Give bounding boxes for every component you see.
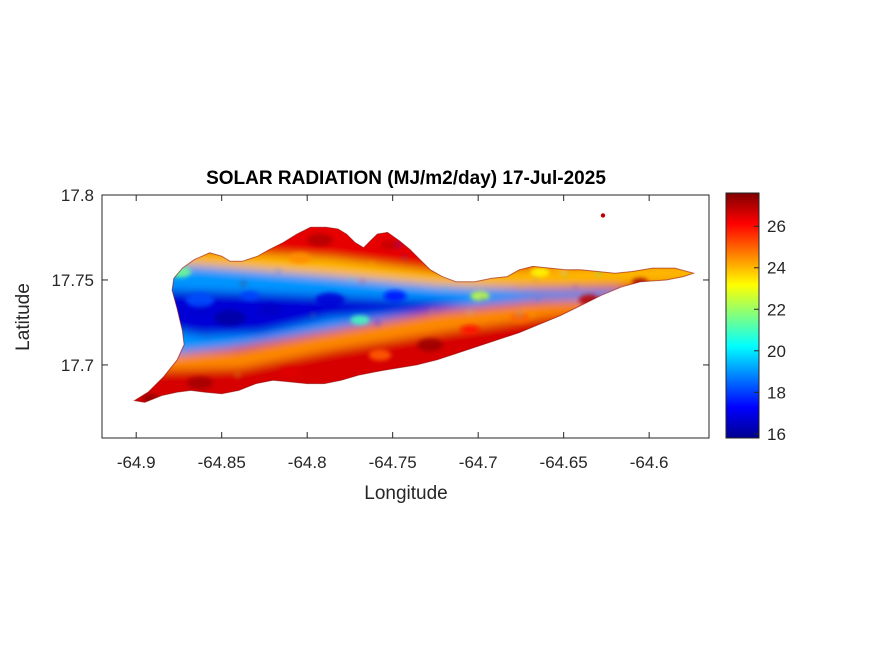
- speckle-1: [257, 303, 283, 317]
- x-tick-label: -64.85: [198, 453, 246, 472]
- x-tick-label: -64.65: [540, 453, 588, 472]
- x-tick-label: -64.7: [459, 453, 498, 472]
- noise-32: [275, 268, 282, 275]
- speckle-18: [187, 376, 213, 390]
- noise-41: [239, 279, 248, 288]
- colorbar-tick-label: 22: [767, 300, 786, 319]
- band-south-slope: [134, 300, 640, 372]
- speckle-8: [307, 233, 333, 247]
- speckle-21: [350, 315, 370, 325]
- speckle-4: [185, 292, 215, 308]
- speckle-17: [278, 366, 302, 378]
- speckle-7: [288, 252, 312, 264]
- colorbar-tick-label: 18: [767, 383, 786, 402]
- noise-14: [348, 277, 354, 283]
- noise-57: [344, 296, 349, 301]
- colorbar-ticks: 16 18 20 22 24 26: [754, 217, 786, 444]
- noise-27: [523, 306, 528, 311]
- speckle-9: [380, 240, 400, 250]
- noise-37: [534, 295, 541, 303]
- speckle-16: [368, 349, 392, 361]
- x-tick-label: -64.9: [117, 453, 156, 472]
- noise-48: [243, 339, 248, 344]
- offshore-islet: [600, 213, 606, 218]
- noise-31: [234, 372, 241, 379]
- speckle-3: [383, 290, 407, 302]
- noise-25: [533, 276, 538, 281]
- noise-2: [529, 312, 536, 320]
- x-tick-label: -64.6: [630, 453, 669, 472]
- x-axis-label: Longitude: [364, 483, 447, 504]
- noise-17: [466, 309, 474, 316]
- chart-title: SOLAR RADIATION (MJ/m2/day) 17-Jul-2025: [206, 168, 606, 189]
- noise-29: [197, 304, 206, 313]
- noise-59: [401, 254, 408, 261]
- noise-21: [178, 295, 183, 299]
- noise-46: [429, 308, 435, 314]
- speckle-15: [460, 325, 480, 335]
- colorbar-tick-label: 26: [767, 217, 786, 236]
- y-axis: 17.7 17.75 17.8: [51, 186, 709, 375]
- noise-22: [656, 268, 660, 273]
- island-outline: [133, 226, 696, 403]
- y-tick-label: 17.7: [61, 356, 94, 375]
- noise-15: [310, 312, 315, 317]
- speckle-0: [214, 310, 246, 326]
- speckle-13: [510, 313, 530, 323]
- noise-49: [479, 296, 487, 304]
- noise-9: [359, 278, 366, 285]
- speckle-14: [417, 338, 443, 352]
- colorbar-tick-label: 20: [767, 342, 786, 361]
- noise-45: [369, 260, 376, 267]
- noise-3: [561, 270, 568, 278]
- noise-1: [515, 311, 523, 318]
- noise-35: [206, 334, 210, 338]
- speckle-20: [240, 291, 260, 301]
- noise-8: [573, 284, 578, 289]
- speckle-10: [530, 267, 550, 277]
- colorbar: [725, 192, 760, 439]
- noise-40: [519, 284, 525, 290]
- y-axis-label: Latitude: [13, 283, 34, 351]
- x-axis: -64.9 -64.85 -64.8 -64.75 -64.7 -64.65 -64.6: [117, 195, 669, 472]
- colorbar-tick-label: 16: [767, 425, 786, 444]
- colorbar-tick-label: 24: [767, 259, 786, 278]
- y-tick-label: 17.75: [51, 271, 94, 290]
- y-tick-label: 17.8: [61, 186, 94, 205]
- x-tick-label: -64.8: [288, 453, 327, 472]
- noise-23: [373, 319, 382, 327]
- noise-19: [442, 286, 448, 292]
- noise-55: [242, 331, 248, 338]
- speckle-2: [315, 292, 345, 308]
- x-tick-label: -64.75: [369, 453, 417, 472]
